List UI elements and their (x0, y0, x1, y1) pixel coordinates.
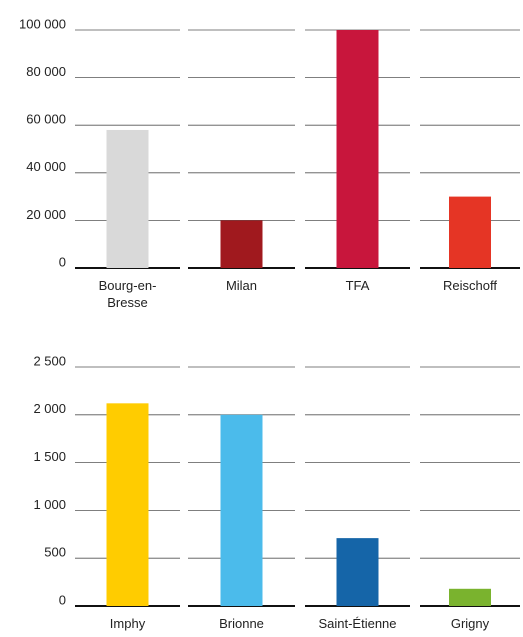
y-tick-label: 2 000 (33, 401, 66, 416)
x-tick-label: Bourg-en-Bresse (98, 278, 157, 310)
x-tick-label: TFA (345, 278, 370, 293)
y-tick-label: 100 000 (19, 16, 66, 31)
y-tick-label: 1 000 (33, 497, 66, 512)
bar (106, 403, 149, 606)
bar (449, 588, 491, 606)
bar (220, 220, 263, 268)
y-tick-label: 40 000 (26, 159, 66, 174)
y-tick-label: 1 500 (33, 449, 66, 464)
y-tick-label: 500 (44, 545, 66, 560)
bar (449, 196, 491, 268)
y-tick-label: 0 (59, 254, 66, 269)
y-tick-label: 0 (59, 592, 66, 607)
y-tick-label: 2 500 (33, 353, 66, 368)
bar (106, 129, 149, 268)
x-tick-label: Brionne (219, 616, 264, 631)
x-tick-label: Milan (225, 278, 258, 293)
bar (336, 30, 379, 268)
x-tick-label: Reischoff (443, 278, 497, 293)
x-tick-label: Saint-Étienne (318, 616, 397, 631)
y-tick-label: 60 000 (26, 112, 66, 127)
x-tick-label: Imphy (109, 616, 146, 631)
bar (220, 414, 263, 606)
bar (336, 538, 379, 606)
y-tick-label: 20 000 (26, 207, 66, 222)
y-tick-label: 80 000 (26, 64, 66, 79)
x-tick-label: Grigny (450, 616, 490, 631)
